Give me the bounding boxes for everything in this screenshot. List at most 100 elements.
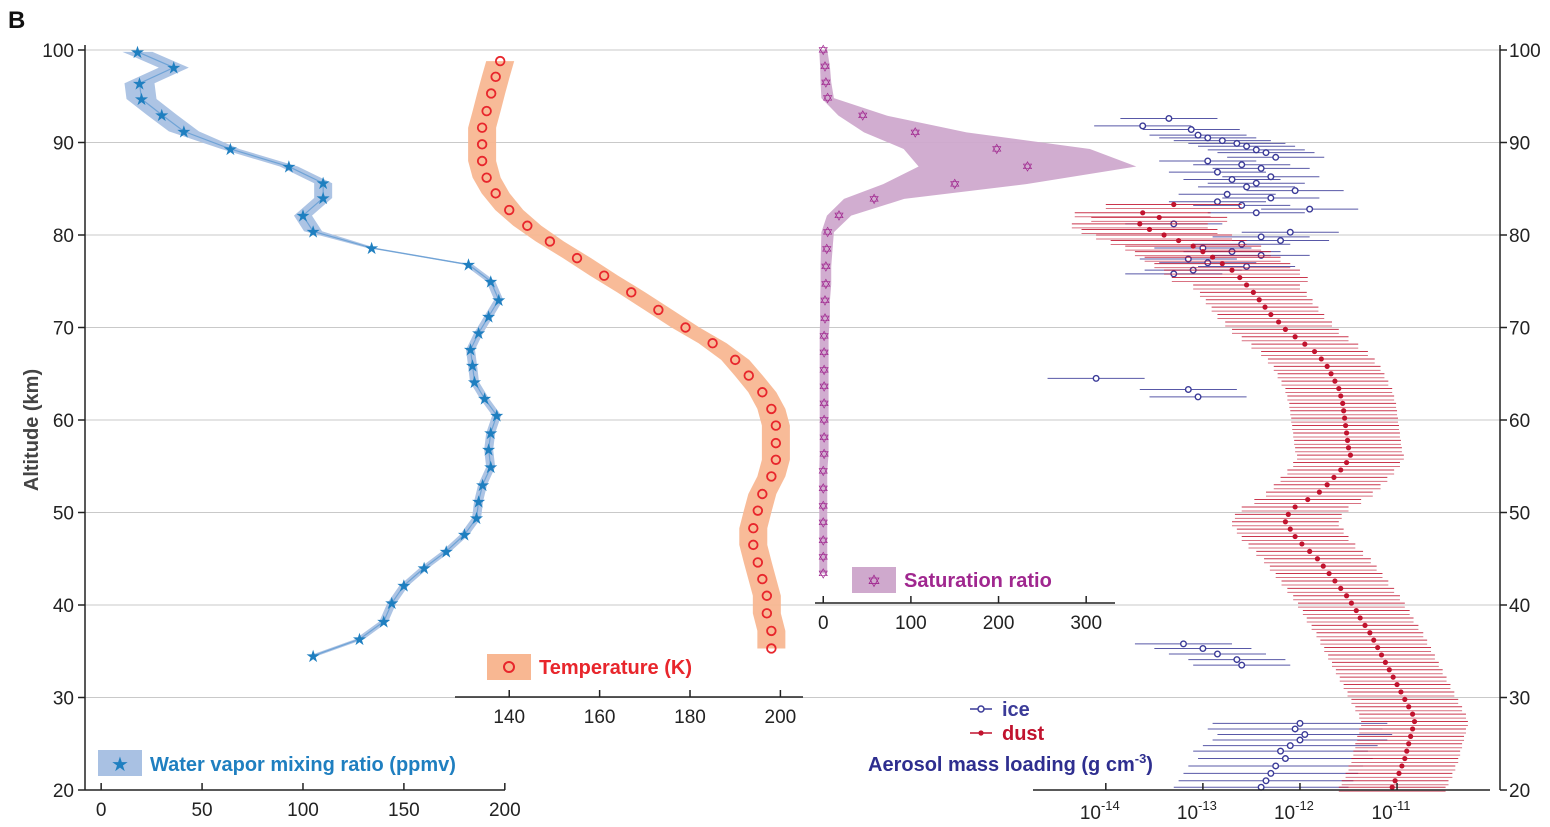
temperature-tick-label-160: 160 xyxy=(584,707,616,728)
left-tick-label-80: 80 xyxy=(53,226,74,247)
x-axes: 0 50 100 150 200 140 160 180 200 0 100 200 300 10-14 1… xyxy=(85,596,1490,824)
left-tick-label-30: 30 xyxy=(53,689,74,710)
dust-point-13 xyxy=(1243,282,1250,288)
water-vapor-point-6: ★ xyxy=(223,140,238,159)
dust-point-33 xyxy=(1343,430,1350,436)
dust-point-40 xyxy=(1324,482,1330,488)
dust-point-65 xyxy=(1386,667,1392,673)
water-vapor-point-16: ★ xyxy=(481,307,496,326)
ice-point-13 xyxy=(1257,164,1265,172)
ice-point-29 xyxy=(1277,237,1285,245)
water-vapor-point-22: ★ xyxy=(489,406,504,425)
water-vapor-point-8: ★ xyxy=(316,174,331,193)
water-vapor-point-4: ★ xyxy=(154,106,169,125)
temperature-point-18 xyxy=(730,354,741,366)
saturation-point-2: ✡ xyxy=(820,74,832,90)
water-vapor-point-28: ★ xyxy=(469,509,484,528)
water-vapor-point-36: ★ xyxy=(305,647,320,666)
saturation-tick-label-0: 0 xyxy=(818,613,829,634)
left-tick-label-100: 100 xyxy=(42,41,74,62)
ice-point-50 xyxy=(1296,736,1304,744)
ice-point-41 xyxy=(1194,393,1202,401)
dust-point-55 xyxy=(1343,593,1350,599)
dust-point-62 xyxy=(1375,644,1381,651)
water-vapor-series: ★★★★★★★★★★★★★★★★★★★★★★★★★★★★★★★★★★★★★ xyxy=(122,43,506,666)
dust-point-4 xyxy=(1146,226,1153,233)
saturation-point-23: ✡ xyxy=(818,430,830,446)
dust-point-10 xyxy=(1219,261,1225,267)
temperature-point-12 xyxy=(571,252,583,264)
temperature-series xyxy=(468,55,790,654)
left-tick-label-50: 50 xyxy=(53,504,74,525)
saturation-series: ✡✡✡✡✡✡✡✡✡✡✡✡✡✡✡✡✡✡✡✡✡✡✡✡✡✡✡✡✡✡✡✡ xyxy=(817,42,1137,582)
dust-point-57 xyxy=(1353,607,1359,614)
dust-point-76 xyxy=(1404,748,1410,754)
saturation-tick-label-300: 300 xyxy=(1070,613,1102,634)
temperature-point-6 xyxy=(476,155,488,167)
right-tick-label-70: 70 xyxy=(1509,319,1530,340)
dust-point-75 xyxy=(1406,741,1412,747)
dust-point-66 xyxy=(1390,674,1396,680)
altitude-ticks: 20 20 30 30 40 40 50 50 60 60 70 70 80 80 90 90 100 100 xyxy=(42,41,1540,802)
temperature-point-25 xyxy=(766,471,777,482)
water-vapor-point-17: ★ xyxy=(471,324,486,343)
temperature-point-16 xyxy=(680,322,691,333)
legend-saturation-marker: ✡ xyxy=(867,572,881,591)
water-vapor-point-7: ★ xyxy=(281,158,296,177)
ice-point-48 xyxy=(1291,725,1299,733)
ice-point-45 xyxy=(1233,656,1241,664)
right-tick-label-40: 40 xyxy=(1509,596,1530,617)
dust-point-15 xyxy=(1256,297,1262,303)
saturation-point-26: ✡ xyxy=(817,480,829,496)
ice-point-52 xyxy=(1277,747,1285,755)
dust-point-54 xyxy=(1338,585,1344,591)
ice-point-4 xyxy=(1204,134,1212,142)
saturation-point-22: ✡ xyxy=(818,412,830,428)
dust-point-12 xyxy=(1237,274,1243,281)
temperature-point-3 xyxy=(481,105,492,117)
dust-point-37 xyxy=(1343,459,1350,466)
dust-point-73 xyxy=(1409,726,1416,732)
dust-point-79 xyxy=(1396,770,1402,776)
dust-point-36 xyxy=(1347,452,1354,458)
ice-point-40 xyxy=(1184,385,1192,393)
saturation-point-9: ✡ xyxy=(868,191,880,207)
saturation-point-0: ✡ xyxy=(817,42,829,58)
saturation-point-5: ✡ xyxy=(909,124,921,140)
temperature-point-33 xyxy=(761,608,773,619)
water-vapor-tick-label-0: 0 xyxy=(96,800,107,821)
water-vapor-point-18: ★ xyxy=(463,341,478,360)
ice-point-39 xyxy=(1092,374,1100,382)
legend-dust-marker xyxy=(978,730,984,736)
water-vapor-point-31: ★ xyxy=(416,559,431,578)
water-vapor-point-35: ★ xyxy=(352,630,367,649)
temperature-point-5 xyxy=(476,139,488,150)
saturation-point-29: ✡ xyxy=(817,532,829,548)
dust-point-78 xyxy=(1399,763,1405,769)
water-vapor-tick-label-100: 100 xyxy=(287,800,319,821)
aerosol-tick-label-0: 10-14 xyxy=(1080,798,1120,824)
saturation-point-19: ✡ xyxy=(818,362,830,378)
dust-point-34 xyxy=(1344,437,1351,443)
aerosol-axis-label: Aerosol mass loading (g cm-3) xyxy=(868,751,1153,776)
water-vapor-tick-label-200: 200 xyxy=(489,800,521,821)
dust-point-70 xyxy=(1406,704,1412,710)
dust-point-38 xyxy=(1338,467,1344,473)
dust-point-39 xyxy=(1331,474,1337,480)
ice-point-5 xyxy=(1218,137,1226,145)
dust-point-58 xyxy=(1357,615,1363,621)
saturation-point-11: ✡ xyxy=(822,224,834,240)
saturation-point-30: ✡ xyxy=(817,549,829,565)
temperature-point-14 xyxy=(626,287,637,298)
water-vapor-point-15: ★ xyxy=(491,291,506,310)
saturation-point-17: ✡ xyxy=(818,328,830,344)
water-vapor-point-32: ★ xyxy=(396,577,411,596)
dust-point-0 xyxy=(1171,201,1177,208)
water-vapor-point-5: ★ xyxy=(176,122,191,141)
ice-point-12 xyxy=(1238,161,1246,169)
aerosol-tick-label-3: 10-11 xyxy=(1372,798,1411,824)
water-vapor-point-13: ★ xyxy=(461,256,476,275)
temperature-point-0 xyxy=(494,55,506,67)
ice-point-3 xyxy=(1194,131,1202,139)
